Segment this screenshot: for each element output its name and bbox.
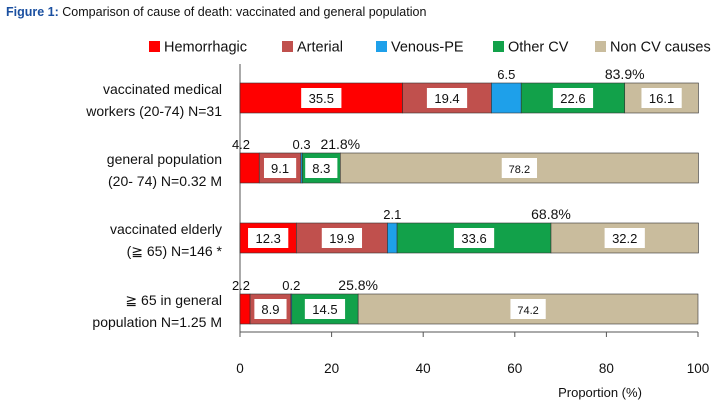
- category-label-2-line-2: (20- 74) N=0.32 M: [108, 173, 222, 189]
- data-label-non-cv-causes-row-2: 78.2: [509, 164, 530, 176]
- category-label-1-line-1: vaccinated medical: [103, 81, 222, 97]
- legend-swatch-hemorrhagic: [149, 41, 160, 52]
- data-label-bg-arterial-row-1: [426, 88, 468, 108]
- data-label-bg-non-cv-causes-row-2: [501, 158, 538, 178]
- bar-segment-venous-pe-row-1: [491, 82, 522, 114]
- legend-swatch-non-cv-causes: [595, 41, 606, 52]
- data-label-bg-hemorrhagic-row-3: [248, 228, 289, 248]
- category-label-1-line-2: workers (20-74) N=31: [85, 103, 222, 119]
- bar-segment-hemorrhagic-row-4: [239, 293, 251, 325]
- data-label-bg-non-cv-causes-row-1: [641, 88, 682, 108]
- data-label-venous-pe-row-2: 0.3: [293, 137, 311, 152]
- data-label-bg-hemorrhagic-row-1: [301, 88, 342, 108]
- bar-segment-venous-pe-row-3: [387, 222, 398, 254]
- x-tick-label-100: 100: [687, 361, 710, 376]
- data-label-bg-non-cv-causes-row-4: [510, 299, 546, 319]
- category-label-4-line-2: population N=1.25 M: [92, 314, 222, 330]
- category-label-3-line-1: vaccinated elderly: [110, 221, 222, 237]
- data-label-venous-pe-row-3: 2.1: [383, 207, 401, 222]
- data-label-non-cv-causes-row-1: 16.1: [649, 91, 674, 106]
- data-label-other-cv-row-4: 14.5: [312, 302, 337, 317]
- x-tick-label-80: 80: [599, 361, 614, 376]
- x-tick-label-60: 60: [507, 361, 522, 376]
- data-label-arterial-row-2: 9.1: [271, 161, 289, 176]
- data-label-bg-other-cv-row-1: [552, 88, 594, 108]
- data-label-hemorrhagic-row-1: 35.5: [309, 91, 334, 106]
- legend-label-venous-pe: Venous-PE: [391, 40, 464, 56]
- data-label-bg-other-cv-row-2: [305, 158, 338, 178]
- legend-label-arterial: Arterial: [297, 40, 343, 56]
- chart-legend: Hemorrhagic Arterial Venous-PE Other CV Non …: [149, 40, 711, 56]
- data-label-bg-arterial-row-4: [254, 299, 287, 319]
- legend-swatch-venous-pe: [376, 41, 387, 52]
- data-label-venous-pe-row-4: 0.2: [282, 278, 300, 293]
- figure-label: Figure 1:: [6, 5, 59, 19]
- category-label-4-line-1: ≧ 65 in general: [125, 292, 222, 308]
- legend-swatch-arterial: [282, 41, 293, 52]
- cv-total-row-3: 68.8%: [531, 206, 571, 222]
- data-label-non-cv-causes-row-3: 32.2: [612, 231, 637, 246]
- figure-caption: Figure 1: Comparison of cause of death: …: [6, 5, 426, 19]
- data-label-bg-other-cv-row-4: [304, 299, 346, 319]
- bar-segment-hemorrhagic-row-2: [239, 152, 260, 184]
- x-axis-title: Proportion (%): [558, 385, 642, 400]
- category-label-2-line-1: general population: [107, 151, 222, 167]
- data-label-bg-arterial-row-2: [263, 158, 297, 178]
- x-axis: 0 20 40 60 80 100: [236, 64, 709, 376]
- legend-swatch-other-cv: [493, 41, 504, 52]
- x-tick-label-0: 0: [236, 361, 244, 376]
- category-labels: vaccinated medical workers (20-74) N=31 ge…: [85, 81, 222, 330]
- data-label-other-cv-row-1: 22.6: [560, 91, 585, 106]
- cv-total-row-2: 21.8%: [320, 136, 360, 152]
- data-label-arterial-row-3: 19.9: [329, 231, 354, 246]
- data-label-venous-pe-row-1: 6.5: [497, 67, 515, 82]
- x-tick-label-40: 40: [416, 361, 431, 376]
- data-label-non-cv-causes-row-4: 74.2: [517, 305, 538, 317]
- category-label-3-line-2: (≧ 65) N=146 *: [127, 243, 223, 259]
- cv-total-row-1: 83.9%: [605, 66, 645, 82]
- data-label-arterial-row-1: 19.4: [434, 91, 459, 106]
- data-label-bg-non-cv-causes-row-3: [604, 228, 645, 248]
- legend-label-non-cv-causes: Non CV causes: [610, 40, 711, 56]
- cv-total-row-4: 25.8%: [338, 277, 378, 293]
- data-label-bg-other-cv-row-3: [453, 228, 495, 248]
- legend-label-hemorrhagic: Hemorrhagic: [164, 40, 247, 56]
- data-label-bg-arterial-row-3: [321, 228, 363, 248]
- figure-title: Comparison of cause of death: vaccinated…: [58, 5, 427, 19]
- data-label-arterial-row-4: 8.9: [261, 302, 279, 317]
- data-label-hemorrhagic-row-2: 4.2: [232, 137, 250, 152]
- data-label-other-cv-row-2: 8.3: [312, 161, 330, 176]
- data-label-other-cv-row-3: 33.6: [461, 231, 486, 246]
- data-labels: 35.5 19.4 22.6 16.1 6.5 83.9% 4.2 9.1 8.3 78.2 0.3…: [232, 66, 682, 319]
- legend-label-other-cv: Other CV: [508, 40, 569, 56]
- data-label-hemorrhagic-row-4: 2.2: [232, 278, 250, 293]
- data-label-hemorrhagic-row-3: 12.3: [256, 231, 281, 246]
- bars: [239, 82, 699, 325]
- x-tick-label-20: 20: [324, 361, 339, 376]
